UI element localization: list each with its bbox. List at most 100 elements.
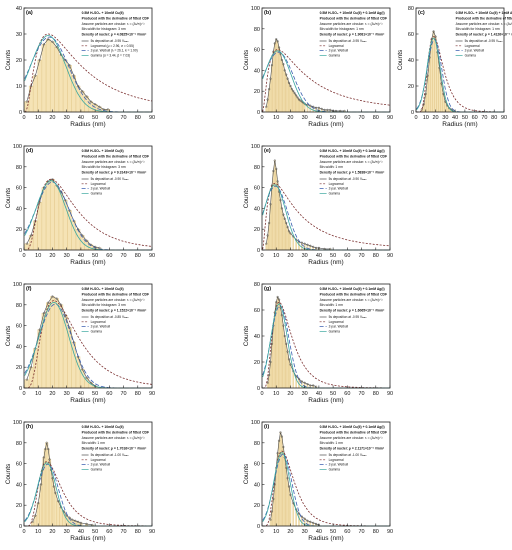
- data-point: [71, 518, 74, 521]
- data-point: [268, 88, 271, 91]
- x-tick-label: 20: [287, 115, 293, 121]
- data-point: [98, 105, 101, 108]
- y-tick-label: 60: [408, 32, 414, 38]
- y-tick-label: 40: [16, 6, 22, 12]
- histogram-bar: [50, 41, 55, 113]
- annotation-line: Assume particles are circular: rᵢ = (Aᵢ/…: [320, 160, 384, 164]
- x-tick-label: 70: [358, 253, 364, 259]
- data-point: [306, 103, 309, 106]
- x-axis-label: Radius (nm): [70, 121, 105, 128]
- plot-frame: [261, 145, 391, 251]
- x-tick-label: 80: [135, 115, 141, 121]
- y-tick-label: 80: [408, 6, 414, 12]
- data-point: [280, 58, 284, 62]
- data-point: [48, 458, 51, 461]
- histogram-bar: [282, 214, 285, 251]
- x-tick-label: 50: [330, 253, 336, 259]
- data-point: [306, 519, 309, 522]
- data-point: [297, 98, 301, 101]
- data-point: [297, 377, 301, 380]
- histogram-bar: [54, 298, 59, 389]
- histogram-bar: [285, 467, 287, 527]
- legend-entry: 5s deposition at -0.90 Vₕₘₑ: [91, 177, 130, 181]
- y-tick-label: 80: [254, 27, 260, 33]
- histogram-bar: [281, 59, 283, 113]
- data-point: [270, 510, 274, 513]
- x-tick-label: 0: [260, 529, 263, 535]
- x-axis-label: Radius (nm): [70, 259, 105, 266]
- x-tick-label: 10: [273, 391, 279, 397]
- data-point: [287, 358, 291, 361]
- data-point: [265, 105, 268, 108]
- data-point: [279, 431, 282, 434]
- legend-entry: 5s deposition at -0.90 Vₕₘₑ: [329, 177, 368, 181]
- annotation-line: 0.5M H₂SO₄ + 10mM Cu(II): [82, 287, 124, 291]
- x-tick-label: 70: [120, 529, 126, 535]
- legend-entry: Lognormal: [91, 182, 106, 186]
- data-point: [283, 217, 286, 220]
- annotation-line: Produced with the derivative of fitted C…: [320, 16, 387, 20]
- data-point: [57, 499, 60, 503]
- histogram-bar: [275, 467, 277, 527]
- data-point: [266, 234, 269, 237]
- data-point: [329, 108, 332, 112]
- data-point: [299, 99, 302, 102]
- annotation-line: Produced with the derivative of fitted C…: [456, 16, 512, 20]
- x-tick-label: 60: [472, 115, 478, 121]
- histogram-bar: [45, 39, 51, 113]
- data-point: [30, 234, 33, 237]
- data-point: [314, 106, 318, 109]
- annotation-line: Density of nuclei: ρ = 1.6065×10⁻⁵ #/nm²: [320, 309, 386, 313]
- data-point: [300, 380, 303, 383]
- x-axis-label: Radius (nm): [70, 397, 105, 404]
- y-tick-label: 0: [257, 524, 260, 530]
- data-point: [81, 90, 84, 93]
- data-point: [85, 522, 88, 526]
- annotation-line: Density of nuclei: ρ = 1.5838×10⁻⁵ #/nm²: [320, 171, 386, 175]
- histogram-bar: [281, 315, 283, 389]
- legend-entry: Gamma: [91, 467, 103, 471]
- data-point: [277, 298, 281, 301]
- x-tick-label: 20: [287, 391, 293, 397]
- annotation-line: Bin-width: 1 nm: [320, 441, 344, 445]
- data-point: [65, 514, 68, 517]
- data-point: [426, 74, 429, 77]
- legend-entry: Lognormal: [91, 458, 106, 462]
- y-tick-label: 40: [254, 482, 260, 488]
- data-point: [292, 90, 295, 93]
- data-point: [275, 38, 278, 41]
- x-tick-label: 10: [273, 115, 279, 121]
- data-point: [25, 242, 28, 245]
- data-point: [286, 77, 289, 80]
- histogram-bar: [274, 312, 276, 389]
- panel-h: 0 10 20 30 40 50 60 70 80 90 0 20 40 60 80 100 Radius (n…: [5, 420, 155, 542]
- y-axis-label: Counts: [5, 325, 12, 346]
- data-point: [303, 242, 306, 245]
- legend-entry: 2-par. Weibull: [329, 325, 349, 329]
- panel-label: (c): [418, 10, 425, 16]
- data-point: [51, 178, 54, 181]
- data-point: [286, 477, 289, 480]
- x-tick-label: 70: [120, 253, 126, 259]
- x-tick-label: 60: [344, 115, 350, 121]
- histogram-bar: [278, 47, 280, 113]
- data-point: [55, 297, 58, 300]
- histogram-bar: [54, 46, 59, 113]
- annotation-line: Produced with the derivative of fitted C…: [320, 154, 387, 158]
- histogram-bar: [282, 446, 285, 527]
- plot-frame: [261, 421, 391, 527]
- data-point: [42, 312, 46, 315]
- data-point: [38, 58, 41, 62]
- data-point: [276, 295, 279, 299]
- histogram-bar: [271, 64, 273, 113]
- histogram-bar: [282, 325, 285, 389]
- legend-entry: 5s deposition at -0.95 Vₕₘₑ: [329, 39, 368, 43]
- plot-frame: [23, 145, 153, 251]
- x-tick-label: 10: [35, 253, 41, 259]
- annotation-line: Bin-width for histogram: 1 nm: [456, 27, 500, 31]
- x-tick-label: 50: [92, 529, 98, 535]
- x-tick-label: 60: [106, 391, 112, 397]
- y-tick-label: 100: [251, 6, 260, 12]
- data-point: [54, 491, 57, 494]
